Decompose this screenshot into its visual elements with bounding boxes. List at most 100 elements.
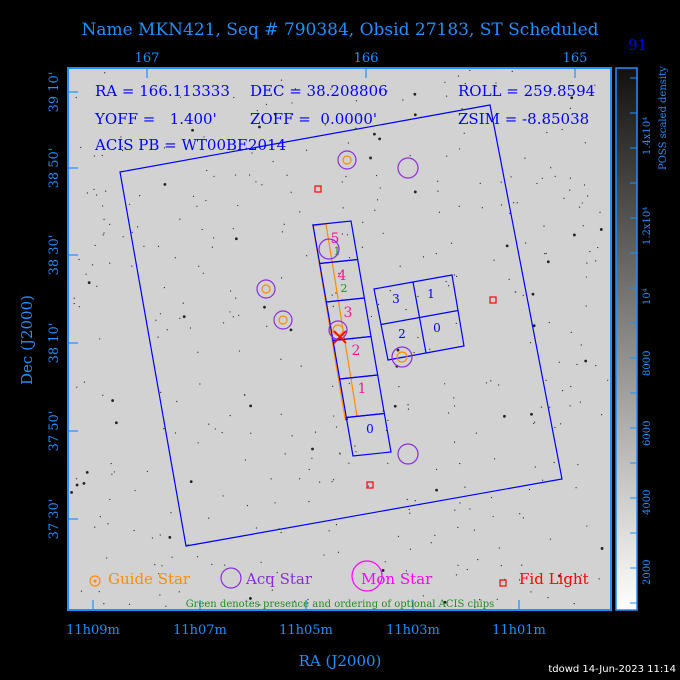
top-tick: 165 (563, 51, 588, 66)
star (178, 591, 180, 593)
star (280, 531, 282, 534)
star (131, 265, 133, 267)
star (341, 233, 343, 235)
star (280, 277, 283, 279)
zsim-value: ZSIM = -8.85038 (458, 110, 589, 128)
star (128, 603, 131, 605)
star (583, 184, 586, 186)
star (163, 287, 165, 289)
star (335, 523, 338, 526)
star (106, 557, 108, 559)
star (182, 302, 184, 304)
star (249, 597, 252, 600)
star (258, 125, 261, 129)
star (290, 114, 292, 116)
star (585, 276, 587, 278)
star (80, 146, 82, 149)
star (332, 479, 335, 481)
star (286, 174, 288, 176)
bottom-tick: 11h07m (173, 623, 227, 638)
star (234, 237, 238, 241)
star (369, 87, 371, 89)
star (582, 225, 584, 227)
star (495, 82, 497, 84)
star (430, 542, 432, 544)
star (545, 252, 547, 255)
star (244, 394, 246, 396)
star (78, 306, 81, 308)
star (532, 324, 536, 328)
star (341, 181, 343, 183)
star (554, 426, 556, 429)
star (524, 157, 526, 159)
star (525, 242, 527, 244)
star (579, 401, 581, 403)
star (261, 184, 263, 186)
star (455, 322, 457, 325)
star (435, 488, 438, 492)
star (211, 563, 213, 565)
star (521, 564, 523, 566)
star (355, 451, 357, 453)
star (166, 329, 168, 331)
star (338, 272, 340, 274)
star (422, 595, 424, 597)
colorbar-tick: 10⁴ (642, 288, 653, 305)
star (305, 149, 308, 151)
star (179, 96, 182, 98)
star (232, 316, 234, 318)
star (280, 358, 282, 360)
star (235, 297, 237, 299)
star (146, 470, 148, 473)
star (101, 154, 103, 157)
star (179, 218, 181, 220)
star (324, 124, 326, 126)
star (103, 218, 105, 220)
star (544, 121, 546, 123)
optional-chip-label: 1 (334, 245, 341, 258)
bottom-tick: 11h03m (386, 623, 440, 638)
star (563, 197, 565, 199)
star (330, 88, 332, 90)
acis-chips (312, 220, 465, 457)
star (109, 223, 111, 225)
fid-light-marker (489, 296, 497, 304)
star (450, 242, 453, 244)
star (479, 182, 481, 184)
star (284, 453, 286, 455)
star (445, 95, 448, 97)
star (399, 265, 401, 267)
star (299, 478, 301, 480)
star (75, 96, 77, 99)
star (570, 331, 572, 333)
star (76, 386, 78, 388)
star (387, 419, 389, 421)
star (549, 538, 552, 540)
star (585, 305, 587, 307)
legend-guide-star: Guide Star (108, 570, 191, 588)
fid-light-legend-icon (499, 579, 507, 587)
star (266, 325, 268, 328)
star-field (70, 69, 609, 609)
colorbar-tick: 6000 (642, 421, 653, 446)
fid-light-marker (366, 481, 374, 489)
star (234, 174, 237, 176)
star (293, 600, 296, 602)
star (339, 453, 341, 455)
chip-label-s0: 0 (366, 422, 374, 436)
star (577, 464, 579, 466)
acq-star-marker (391, 346, 413, 368)
star (355, 100, 358, 102)
fid-light-marker (314, 185, 322, 193)
star (276, 571, 278, 574)
star (120, 136, 122, 138)
star (565, 577, 567, 579)
star (265, 103, 268, 105)
star (70, 490, 73, 494)
star (461, 108, 463, 110)
star (580, 344, 582, 346)
star (437, 190, 439, 192)
y-axis-label: Dec (J2000) (18, 295, 36, 385)
star (197, 351, 199, 353)
bottom-tick: 11h05m (279, 623, 333, 638)
